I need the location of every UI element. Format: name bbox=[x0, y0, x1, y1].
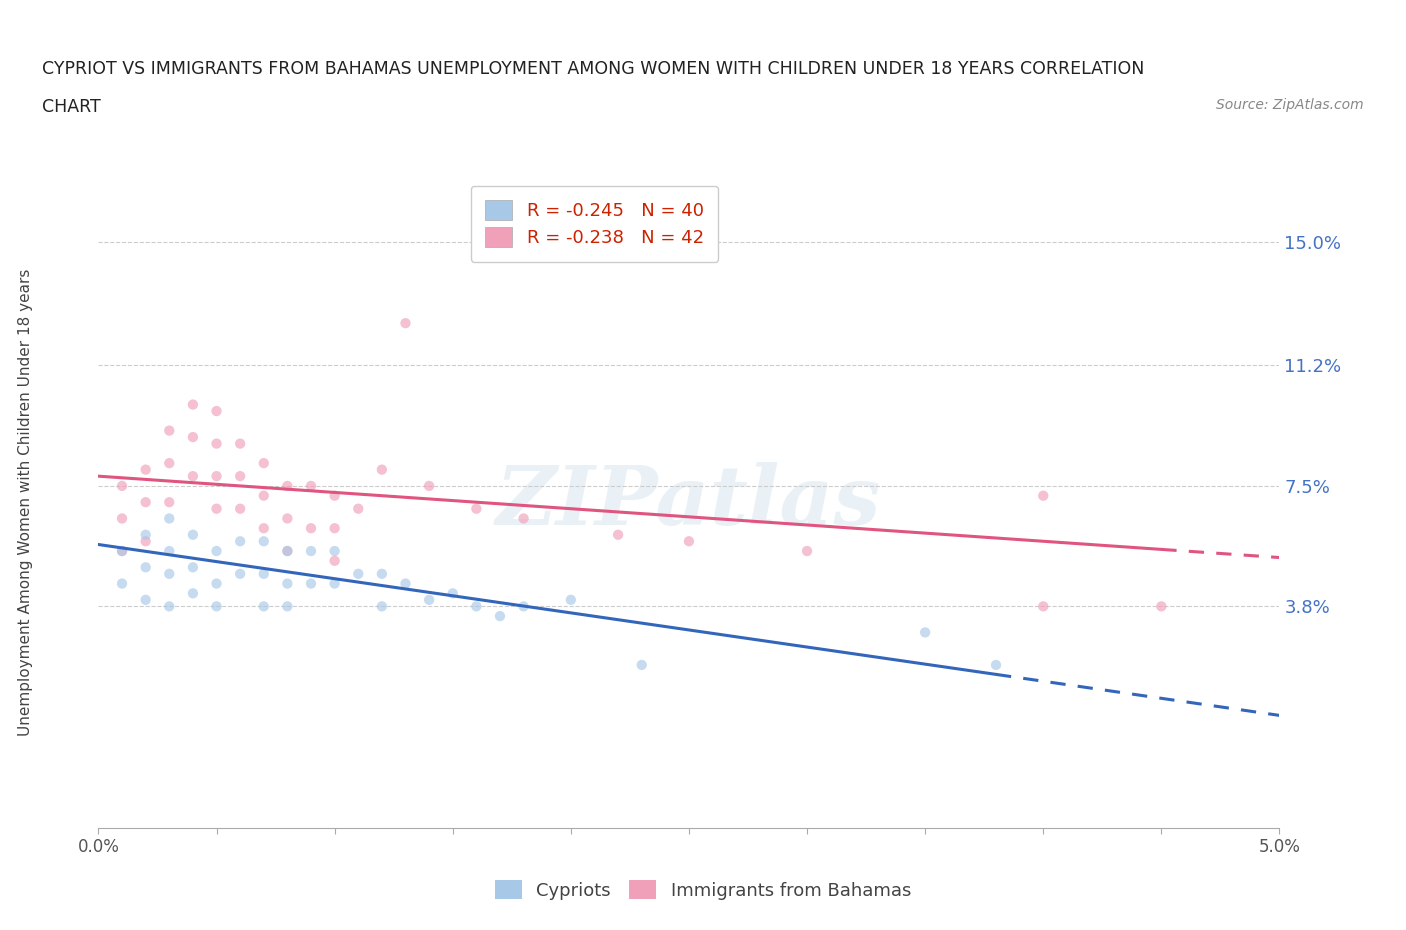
Point bbox=[229, 534, 252, 549]
Point bbox=[512, 512, 534, 526]
Point bbox=[253, 521, 276, 536]
Point bbox=[111, 543, 134, 558]
Text: Unemployment Among Women with Children Under 18 years: Unemployment Among Women with Children U… bbox=[18, 269, 32, 736]
Point bbox=[299, 521, 322, 536]
Point bbox=[135, 592, 157, 607]
Point bbox=[181, 560, 204, 575]
Point bbox=[157, 566, 180, 581]
Point bbox=[323, 543, 346, 558]
Point bbox=[323, 521, 346, 536]
Point bbox=[111, 577, 134, 591]
Point bbox=[465, 599, 488, 614]
Point bbox=[371, 566, 394, 581]
Point bbox=[678, 534, 700, 549]
Point bbox=[441, 586, 464, 601]
Point bbox=[984, 658, 1007, 672]
Point bbox=[205, 599, 228, 614]
Point bbox=[276, 599, 298, 614]
Point bbox=[181, 527, 204, 542]
Point bbox=[1032, 488, 1054, 503]
Point bbox=[371, 462, 394, 477]
Point bbox=[157, 599, 180, 614]
Point bbox=[181, 397, 204, 412]
Point bbox=[181, 586, 204, 601]
Point bbox=[135, 462, 157, 477]
Point bbox=[796, 543, 818, 558]
Point bbox=[323, 553, 346, 568]
Point bbox=[323, 577, 346, 591]
Point bbox=[157, 543, 180, 558]
Text: CHART: CHART bbox=[42, 98, 101, 115]
Point bbox=[347, 501, 370, 516]
Point bbox=[157, 456, 180, 471]
Point bbox=[418, 479, 440, 494]
Point bbox=[253, 599, 276, 614]
Legend: R = -0.245   N = 40, R = -0.238   N = 42: R = -0.245 N = 40, R = -0.238 N = 42 bbox=[471, 186, 718, 261]
Point bbox=[205, 436, 228, 451]
Point bbox=[205, 469, 228, 484]
Point bbox=[276, 543, 298, 558]
Point bbox=[157, 495, 180, 510]
Point bbox=[371, 599, 394, 614]
Point bbox=[157, 512, 180, 526]
Point bbox=[394, 577, 416, 591]
Point bbox=[111, 479, 134, 494]
Point bbox=[229, 469, 252, 484]
Point bbox=[1032, 599, 1054, 614]
Point bbox=[229, 436, 252, 451]
Point bbox=[181, 430, 204, 445]
Point bbox=[607, 527, 630, 542]
Point bbox=[229, 501, 252, 516]
Point bbox=[253, 456, 276, 471]
Point bbox=[465, 501, 488, 516]
Point bbox=[276, 512, 298, 526]
Point bbox=[253, 534, 276, 549]
Point bbox=[630, 658, 652, 672]
Point bbox=[276, 543, 298, 558]
Point bbox=[111, 543, 134, 558]
Point bbox=[135, 534, 157, 549]
Text: ZIPatlas: ZIPatlas bbox=[496, 462, 882, 542]
Point bbox=[135, 495, 157, 510]
Point bbox=[205, 577, 228, 591]
Point bbox=[229, 566, 252, 581]
Point bbox=[323, 488, 346, 503]
Point bbox=[299, 577, 322, 591]
Point bbox=[181, 469, 204, 484]
Point bbox=[560, 592, 582, 607]
Point bbox=[135, 560, 157, 575]
Point bbox=[253, 566, 276, 581]
Point bbox=[276, 577, 298, 591]
Point bbox=[205, 501, 228, 516]
Text: Source: ZipAtlas.com: Source: ZipAtlas.com bbox=[1216, 98, 1364, 112]
Point bbox=[1150, 599, 1173, 614]
Point bbox=[135, 527, 157, 542]
Point bbox=[205, 404, 228, 418]
Point bbox=[157, 423, 180, 438]
Point bbox=[512, 599, 534, 614]
Point bbox=[111, 512, 134, 526]
Point bbox=[253, 488, 276, 503]
Point bbox=[489, 609, 512, 624]
Point bbox=[394, 316, 416, 331]
Point bbox=[347, 566, 370, 581]
Point bbox=[276, 479, 298, 494]
Text: CYPRIOT VS IMMIGRANTS FROM BAHAMAS UNEMPLOYMENT AMONG WOMEN WITH CHILDREN UNDER : CYPRIOT VS IMMIGRANTS FROM BAHAMAS UNEMP… bbox=[42, 60, 1144, 78]
Point bbox=[914, 625, 936, 640]
Legend: Cypriots, Immigrants from Bahamas: Cypriots, Immigrants from Bahamas bbox=[488, 873, 918, 907]
Point bbox=[418, 592, 440, 607]
Point bbox=[299, 543, 322, 558]
Point bbox=[205, 543, 228, 558]
Point bbox=[299, 479, 322, 494]
